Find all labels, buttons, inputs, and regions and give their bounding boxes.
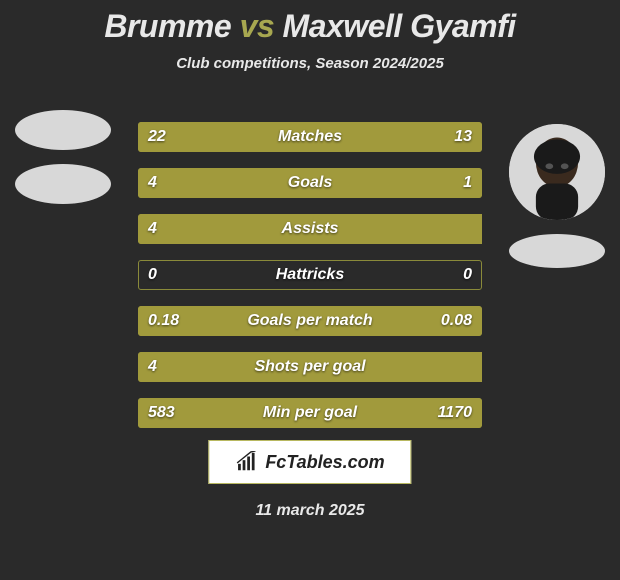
stat-bars: 22Matches13 4Goals1 4Assists 0Hattricks0 0.1…: [138, 122, 482, 444]
comparison-title: Brumme vs Maxwell Gyamfi: [0, 0, 620, 45]
stat-label: Assists: [138, 214, 482, 244]
stat-row: 4Assists: [138, 214, 482, 244]
player2-avatar: [509, 124, 605, 220]
stat-row: 583Min per goal1170: [138, 398, 482, 428]
stat-row: 4Shots per goal: [138, 352, 482, 382]
subtitle: Club competitions, Season 2024/2025: [0, 55, 620, 72]
stat-row: 22Matches13: [138, 122, 482, 152]
stat-value-right: 0.08: [441, 306, 472, 336]
title-player1: Brumme: [104, 8, 231, 44]
date-label: 11 march 2025: [0, 502, 620, 520]
title-vs: vs: [240, 8, 275, 44]
stat-row: 4Goals1: [138, 168, 482, 198]
stat-value-right: 1: [463, 168, 472, 198]
stat-label: Shots per goal: [138, 352, 482, 382]
fctables-badge[interactable]: FcTables.com: [208, 440, 411, 484]
title-player2: Maxwell Gyamfi: [283, 8, 516, 44]
avatar-silhouette-icon: [509, 124, 605, 220]
stat-value-right: 1170: [438, 398, 472, 428]
stat-label: Min per goal: [138, 398, 482, 428]
stat-label: Goals per match: [138, 306, 482, 336]
player2-avatar-stack: [502, 124, 612, 268]
stat-row: 0Hattricks0: [138, 260, 482, 290]
stat-label: Hattricks: [138, 260, 482, 290]
stat-label: Goals: [138, 168, 482, 198]
player2-avatar-placeholder: [509, 234, 605, 268]
stat-label: Matches: [138, 122, 482, 152]
stat-value-right: 0: [463, 260, 472, 290]
fctables-label: FcTables.com: [265, 452, 384, 473]
stat-value-right: 13: [454, 122, 472, 152]
player1-avatar-placeholder-1: [15, 110, 111, 150]
player1-avatar-stack: [8, 110, 118, 218]
chart-icon: [235, 451, 257, 473]
player1-avatar-placeholder-2: [15, 164, 111, 204]
stat-row: 0.18Goals per match0.08: [138, 306, 482, 336]
